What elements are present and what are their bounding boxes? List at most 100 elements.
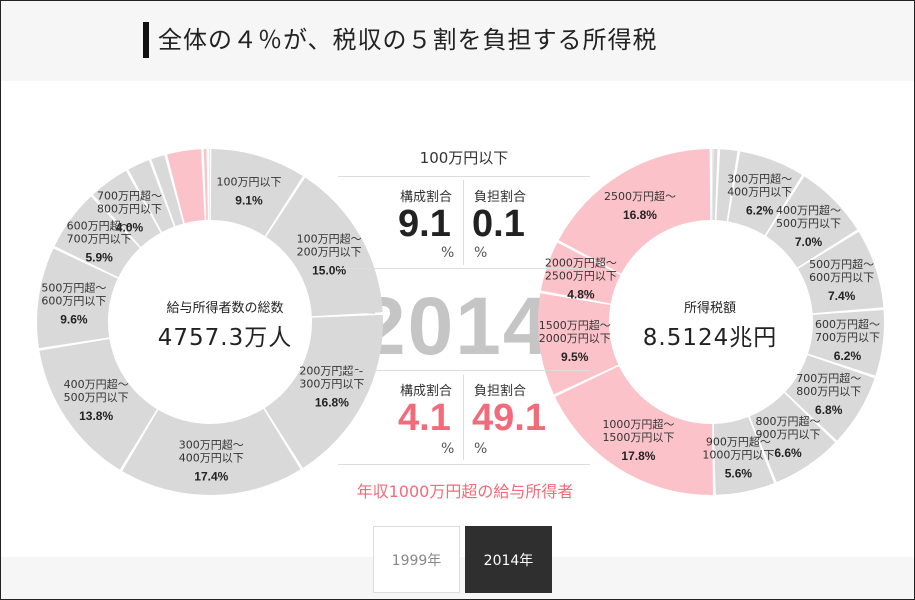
page-title: 全体の４％が、税収の５割を負担する所得税 bbox=[158, 26, 658, 54]
donut-1-slice-9-value: 5.6% bbox=[725, 467, 753, 481]
top-share-label: 構成割合 bbox=[400, 190, 453, 205]
donut-1-slice-4-label-0: 400万円超～ bbox=[776, 203, 841, 217]
right-center-value: 8.5124兆円 bbox=[642, 325, 778, 351]
donut-1-slice-10[interactable] bbox=[555, 366, 713, 496]
donut-0-slice-1-label-0: 100万円超～ bbox=[297, 231, 362, 245]
top-burden-label: 負担割合 bbox=[474, 190, 527, 205]
donut-0-slice-7-label-1: 800万円以下 bbox=[97, 203, 162, 216]
donut-0-slice-2[interactable] bbox=[264, 314, 384, 468]
donut-1-slice-10-value: 17.8% bbox=[621, 449, 655, 463]
right-center-label: 所得税額 8.5124兆円 bbox=[605, 297, 815, 352]
donut-1-slice-7[interactable] bbox=[785, 355, 875, 441]
donut-0-slice-0-value: 9.1% bbox=[235, 194, 263, 208]
donut-1-slice-5-value: 7.4% bbox=[828, 289, 856, 303]
title-accent-bar bbox=[143, 22, 149, 58]
divider bbox=[463, 375, 464, 460]
right-center-title: 所得税額 bbox=[683, 301, 736, 316]
donut-0-slice-4-value: 13.8% bbox=[79, 409, 113, 423]
donut-1-slice-7-value: 6.8% bbox=[815, 403, 843, 417]
donut-1-slice-8-value: 6.6% bbox=[774, 446, 802, 460]
donut-1-slice-13-label-0: 2500万円超～ bbox=[604, 189, 676, 203]
donut-0-slice-6[interactable] bbox=[54, 196, 140, 278]
top-burden-unit: % bbox=[474, 245, 488, 261]
donut-0-slice-8[interactable] bbox=[128, 160, 174, 233]
donut-1-slice-13[interactable] bbox=[558, 149, 711, 274]
donut-1-slice-4-value: 7.0% bbox=[795, 235, 823, 249]
donut-1-slice-11-value: 9.5% bbox=[561, 350, 589, 364]
donut-1-slice-3-label-0: 300万円超～ bbox=[727, 171, 792, 185]
donut-0-slice-1-label-1: 200万円以下 bbox=[297, 245, 362, 258]
donut-0-slice-4-label-1: 500万円以下 bbox=[64, 391, 129, 404]
high-income-caption: 年収1000万円超の給与所得者 bbox=[356, 482, 574, 501]
donut-1-slice-12-label-0: 2000万円超～ bbox=[545, 255, 617, 269]
donut-0-slice-1[interactable] bbox=[266, 177, 383, 317]
donut-1-slice-6[interactable] bbox=[807, 309, 885, 376]
donut-1-slice-5[interactable] bbox=[798, 231, 884, 314]
left-center-label: 給与所得者数の総数 4757.3万人 bbox=[120, 297, 330, 352]
donut-0-slice-0-label-0: 100万円以下 bbox=[216, 176, 281, 189]
donut-0-slice-6-value: 5.9% bbox=[85, 251, 113, 265]
header bbox=[1, 1, 914, 81]
donut-1-slice-10-label-1: 1500万円以下 bbox=[602, 431, 674, 444]
donut-0-slice-2-label-1: 300万円以下 bbox=[299, 378, 364, 391]
donut-1-slice-5-label-1: 600万円以下 bbox=[809, 271, 874, 284]
bottom-share-label: 構成割合 bbox=[400, 384, 453, 399]
donut-1-slice-6-value: 6.2% bbox=[834, 349, 862, 363]
donut-0-slice-7-label-0: 700万円超～ bbox=[97, 189, 162, 203]
year-2014-button[interactable]: 2014年 bbox=[465, 526, 552, 593]
donut-1-slice-6-label-0: 600万円超～ bbox=[815, 317, 880, 331]
donut-1-slice-10-label-0: 1000万円超～ bbox=[602, 417, 674, 431]
donut-0-slice-10[interactable] bbox=[167, 149, 205, 224]
donut-0-slice-5-label-0: 500万円超～ bbox=[41, 280, 106, 294]
divider bbox=[463, 180, 464, 265]
donut-1-slice-12-label-1: 2500万円以下 bbox=[545, 269, 617, 282]
donut-0-slice-2-label-0: 200万円超～ bbox=[299, 364, 364, 378]
bottom-burden-value: 49.1 bbox=[472, 397, 546, 439]
donut-1-slice-3-value: 6.2% bbox=[746, 203, 774, 217]
year-1999-button[interactable]: 1999年 bbox=[373, 526, 460, 593]
donut-1-slice-0[interactable] bbox=[711, 149, 713, 221]
donut-1-slice-9-label-0: 900万円超～ bbox=[706, 435, 771, 449]
donut-1-slice-2[interactable] bbox=[716, 149, 738, 222]
donut-1-slice-1[interactable] bbox=[712, 149, 718, 221]
bottom-share-unit: % bbox=[441, 441, 455, 457]
donut-1-slice-8[interactable] bbox=[749, 393, 836, 483]
donut-0-slice-12[interactable] bbox=[209, 149, 210, 221]
top-share-value: 9.1 bbox=[398, 203, 451, 245]
bottom-share-value: 4.1 bbox=[398, 397, 451, 439]
bottom-burden-label: 負担割合 bbox=[474, 384, 527, 399]
divider bbox=[338, 176, 590, 177]
donut-0-slice-3-label-0: 300万円超～ bbox=[179, 437, 244, 451]
top-burden-value: 0.1 bbox=[472, 203, 525, 245]
donut-0-slice-5-label-1: 600万円以下 bbox=[41, 294, 106, 307]
donut-1-slice-11[interactable] bbox=[537, 293, 619, 395]
donut-1-slice-4-label-1: 500万円以下 bbox=[776, 217, 841, 230]
donut-0-slice-11[interactable] bbox=[203, 149, 208, 221]
donut-0-slice-4[interactable] bbox=[39, 338, 157, 470]
year-watermark: 2014 bbox=[360, 281, 551, 372]
donut-1-slice-7-label-1: 800万円以下 bbox=[796, 385, 861, 398]
donut-1-slice-9[interactable] bbox=[713, 416, 775, 495]
donut-0-slice-9[interactable] bbox=[151, 155, 184, 227]
divider bbox=[338, 268, 590, 269]
donut-1-slice-8-label-1: 900万円以下 bbox=[756, 428, 821, 441]
donut-0-slice-6-label-0: 600万円超～ bbox=[67, 219, 132, 233]
donut-0-slice-5[interactable] bbox=[36, 248, 118, 349]
donut-1-slice-12[interactable] bbox=[540, 242, 621, 304]
donut-0-slice-3-value: 17.4% bbox=[194, 469, 228, 483]
divider bbox=[338, 464, 590, 465]
donut-0-slice-3[interactable] bbox=[122, 408, 301, 495]
donut-1-slice-9-label-1: 1000万円以下 bbox=[702, 449, 774, 462]
donut-0-slice-1-value: 15.0% bbox=[312, 263, 346, 277]
donut-0-slice-0[interactable] bbox=[210, 149, 303, 236]
donut-1-slice-3[interactable] bbox=[728, 151, 803, 236]
left-center-value: 4757.3万人 bbox=[157, 325, 293, 351]
donut-1-slice-13-value: 16.8% bbox=[623, 208, 657, 222]
donut-1-slice-4[interactable] bbox=[766, 176, 858, 268]
divider bbox=[338, 370, 590, 371]
middle-category: 100万円以下 bbox=[419, 149, 509, 167]
donut-1-slice-11-label-0: 1500万円超～ bbox=[539, 318, 611, 332]
donut-0-slice-7[interactable] bbox=[92, 170, 161, 247]
